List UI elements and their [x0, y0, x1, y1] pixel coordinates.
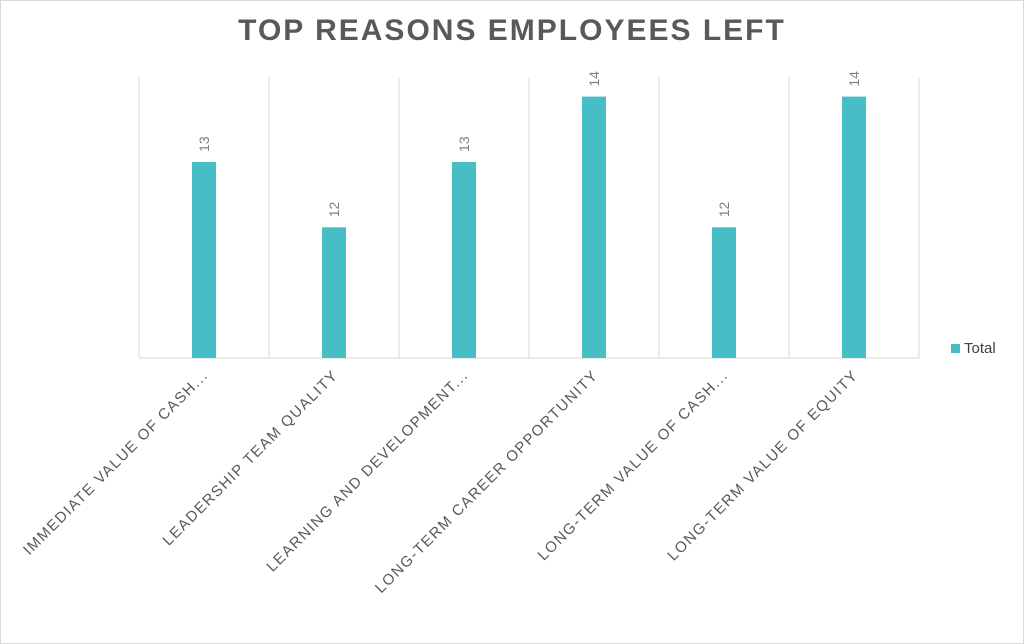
x-tick-label: LEARNING AND DEVELOPMENT...: [263, 367, 471, 575]
data-label: 12: [326, 202, 342, 218]
x-tick-label: LONG-TERM CAREER OPPORTUNITY: [372, 367, 602, 597]
data-label: 13: [456, 136, 472, 152]
bar: [582, 96, 606, 359]
bar: [192, 161, 216, 358]
legend: Total: [951, 340, 996, 357]
data-label: 13: [196, 136, 212, 152]
bar: [322, 227, 346, 358]
data-label: 12: [716, 202, 732, 218]
data-label: 14: [586, 71, 602, 87]
bar: [712, 227, 736, 358]
chart-title: TOP REASONS EMPLOYEES LEFT: [238, 14, 786, 47]
data-label: 14: [846, 71, 862, 87]
legend-swatch: [951, 344, 960, 353]
legend-label: Total: [964, 340, 996, 357]
bar: [452, 161, 476, 358]
bar: [842, 96, 866, 359]
